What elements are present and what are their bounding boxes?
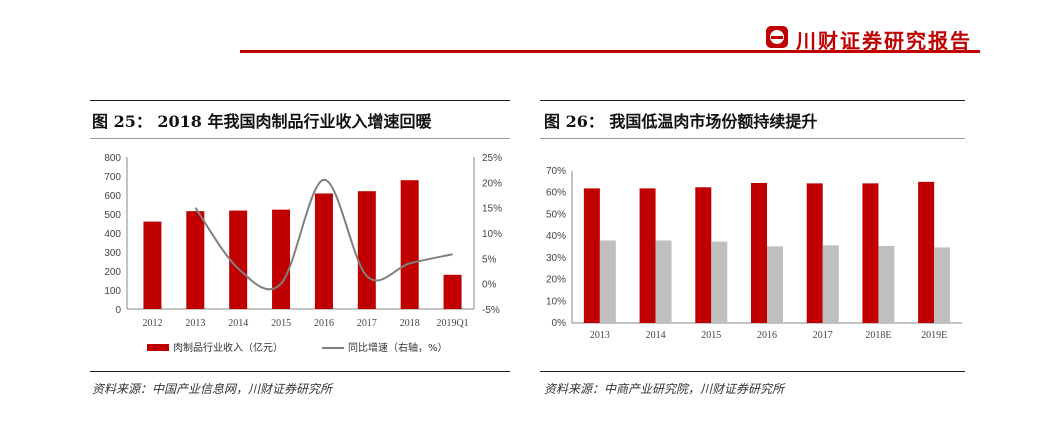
right-figure-title: 图 26： 我国低温肉市场份额持续提升 bbox=[544, 112, 818, 131]
x-tick-label: 2018 bbox=[400, 318, 420, 329]
legend-line-swatch bbox=[322, 347, 344, 349]
c2-y-tick-label: 20% bbox=[546, 275, 566, 286]
left-top-rule bbox=[90, 100, 510, 101]
revenue-bar bbox=[314, 193, 333, 309]
x-tick-label: 2016 bbox=[314, 318, 334, 329]
c2-x-tick-label: 2016 bbox=[757, 330, 777, 341]
revenue-bar bbox=[357, 191, 376, 309]
y-tick-label: 500 bbox=[104, 210, 121, 221]
high-temp-share-bar bbox=[767, 246, 783, 323]
y-tick-label: 0 bbox=[115, 305, 121, 316]
low-temp-share-bar bbox=[751, 182, 767, 323]
low-temp-share-bar bbox=[862, 183, 879, 323]
c2-y-tick-label: 50% bbox=[546, 209, 566, 220]
revenue-bar bbox=[229, 210, 248, 309]
y2-tick-label: -5% bbox=[482, 305, 500, 316]
revenue-bar bbox=[272, 209, 291, 309]
y-tick-label: 800 bbox=[104, 153, 121, 164]
c2-x-tick-label: 2019E bbox=[921, 330, 947, 341]
growth-line bbox=[194, 178, 453, 291]
y2-tick-label: 20% bbox=[482, 178, 502, 189]
revenue-bar bbox=[186, 211, 205, 309]
x-tick-label: 2012 bbox=[142, 318, 162, 329]
x-tick-label: 2019Q1 bbox=[436, 318, 468, 329]
c2-y-tick-label: 60% bbox=[546, 188, 566, 199]
low-temp-share-bar bbox=[583, 188, 600, 323]
c2-y-tick-label: 40% bbox=[546, 231, 566, 242]
low-temp-share-bar bbox=[918, 181, 935, 323]
high-temp-share-bar bbox=[822, 245, 839, 323]
y-tick-label: 600 bbox=[104, 191, 121, 202]
c2-y-tick-label: 0% bbox=[552, 318, 567, 329]
high-temp-share-bar bbox=[711, 241, 728, 323]
y-tick-label: 300 bbox=[104, 248, 121, 259]
x-tick-label: 2014 bbox=[228, 318, 248, 329]
legend-bar-label: 肉制品行业收入（亿元） bbox=[173, 343, 283, 354]
x-tick-label: 2015 bbox=[271, 318, 291, 329]
brand-name: 川财证券研究报告 bbox=[796, 29, 972, 53]
y2-tick-label: 15% bbox=[482, 204, 502, 215]
right-top-rule bbox=[540, 100, 965, 101]
revenue-bar bbox=[400, 180, 419, 309]
revenue-bar bbox=[443, 274, 462, 309]
low-temp-share-bar bbox=[639, 188, 656, 323]
c2-x-tick-label: 2015 bbox=[701, 330, 721, 341]
c2-y-tick-label: 70% bbox=[546, 166, 566, 177]
y2-tick-label: 5% bbox=[482, 254, 497, 265]
c2-x-tick-label: 2018E bbox=[865, 330, 891, 341]
x-tick-label: 2013 bbox=[185, 318, 205, 329]
high-temp-share-bar bbox=[934, 247, 951, 323]
legend-bar-swatch bbox=[147, 344, 169, 351]
c2-x-tick-label: 2014 bbox=[646, 330, 666, 341]
high-temp-share-bar bbox=[878, 245, 895, 323]
chuancai-logo-icon bbox=[766, 26, 788, 48]
low-temp-share-bar bbox=[806, 183, 823, 323]
legend-line: 同比增速（右轴，%） bbox=[322, 339, 448, 354]
c2-x-tick-label: 2013 bbox=[590, 330, 610, 341]
y-tick-label: 100 bbox=[104, 286, 121, 297]
revenue-bar bbox=[143, 221, 162, 309]
legend-bar: 肉制品行业收入（亿元） bbox=[147, 339, 283, 354]
y-tick-label: 400 bbox=[104, 229, 121, 240]
right-title-rule bbox=[540, 138, 965, 139]
c2-y-tick-label: 10% bbox=[546, 296, 566, 307]
low-temp-share-bar bbox=[695, 187, 712, 323]
right-source-rule bbox=[540, 371, 965, 372]
left-source: 资料来源：中国产业信息网，川财证券研究所 bbox=[92, 382, 333, 396]
header-rule bbox=[240, 50, 980, 53]
y-tick-label: 700 bbox=[104, 172, 121, 183]
y2-tick-label: 10% bbox=[482, 229, 502, 240]
y-tick-label: 200 bbox=[104, 267, 121, 278]
left-source-rule bbox=[90, 371, 510, 372]
x-tick-label: 2017 bbox=[357, 318, 377, 329]
right-source: 资料来源：中商产业研究院，川财证券研究所 bbox=[544, 382, 785, 396]
legend-line-label: 同比增速（右轴，%） bbox=[348, 343, 448, 354]
left-title-rule bbox=[90, 138, 510, 139]
high-temp-share-bar bbox=[655, 240, 672, 323]
y2-tick-label: 0% bbox=[482, 280, 497, 291]
c2-y-tick-label: 30% bbox=[546, 253, 566, 264]
high-temp-share-bar bbox=[599, 240, 616, 323]
left-figure-title: 图 25： 2018 年我国肉制品行业收入增速回暖 bbox=[92, 112, 432, 131]
c2-x-tick-label: 2017 bbox=[813, 330, 833, 341]
y2-tick-label: 25% bbox=[482, 153, 502, 164]
